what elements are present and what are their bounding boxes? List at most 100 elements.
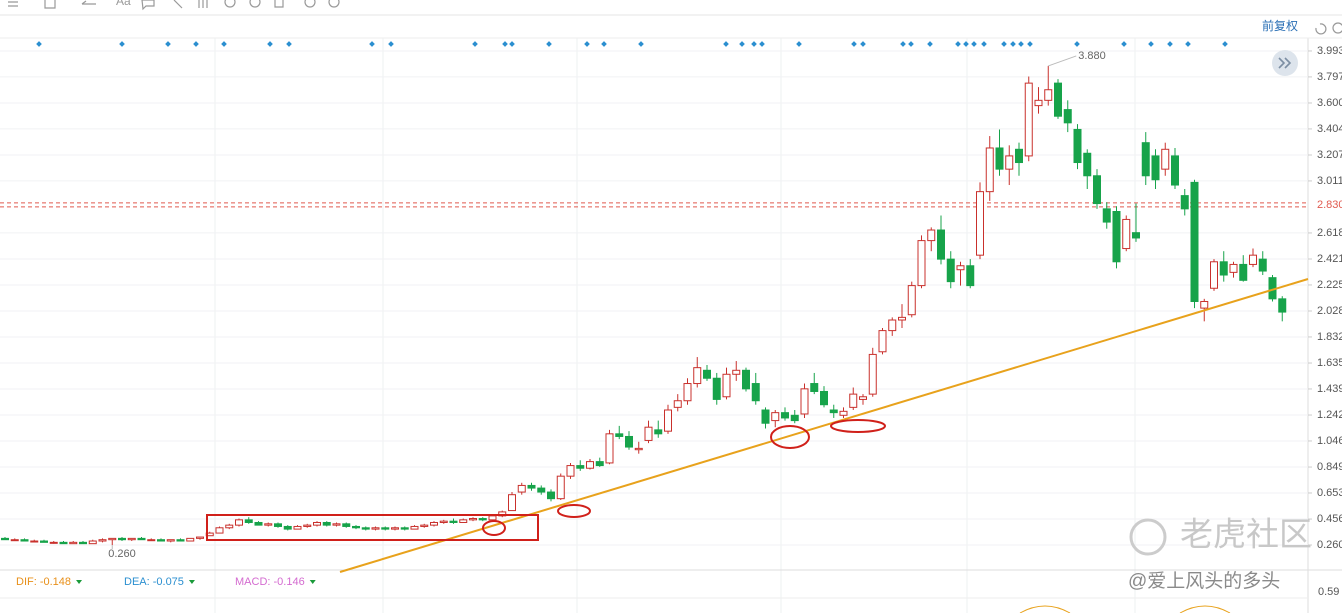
candle-body [69,541,78,545]
candle-body [196,536,204,539]
candle-body [1219,261,1228,276]
candle-body [439,520,448,523]
candle-body [839,410,848,416]
ref-label-bg [1310,196,1342,213]
tool-icon[interactable] [249,0,261,8]
event-marker [963,41,969,47]
tool-label[interactable]: Aa [116,0,131,8]
candle-body [586,461,594,469]
event-marker [1222,41,1228,47]
candle-body [430,521,438,526]
candle-body [517,484,526,493]
candle-body [946,258,955,283]
candle-body [761,409,770,424]
candle-body [293,525,302,530]
candle-body [683,383,692,402]
candle-body [868,353,877,395]
vertical-grid [214,38,1136,613]
candle-body [508,494,516,512]
event-marker [908,41,914,47]
y-tick-label: 1.439 [1317,383,1342,395]
indicator-dropdown[interactable] [309,580,316,584]
tool-icon[interactable] [274,0,284,8]
y-tick-label: 0.456 [1317,513,1342,525]
candle-body [810,383,819,392]
candle-body [722,373,731,398]
candle-body [625,435,633,448]
event-marker [1027,41,1033,47]
candle-body [1093,175,1101,205]
tool-icon[interactable] [328,0,340,8]
candle-body [566,465,575,477]
y-tick-label: 3.011 [1317,175,1342,187]
candle-body [888,319,897,332]
candle-body [907,285,916,316]
candle-body [118,537,126,541]
event-marker [1001,41,1007,47]
tool-icon[interactable] [141,0,155,11]
candle-body [283,525,292,530]
indicator-dropdown[interactable] [76,580,83,584]
candle-body [1005,155,1014,170]
candle-body [829,409,838,414]
adjust-button[interactable]: 前复权 [1262,18,1298,33]
candle-body [1083,152,1092,177]
y-tick-label: 1.046 [1317,435,1342,447]
candle-body [917,240,926,287]
max-pointer [1048,55,1077,67]
candle-body [1034,99,1043,107]
candle-body [1210,261,1218,289]
candle-body [664,409,672,432]
candle-body [605,433,614,464]
watermark-brand: 老虎社区 [1180,516,1312,553]
candle-body [1161,148,1170,170]
candle-body [937,229,945,260]
tool-icon[interactable] [198,0,208,8]
candle-body [400,527,409,530]
event-marker [927,41,933,47]
event-marker [971,41,977,47]
tool-icon[interactable] [81,0,96,5]
tool-icon[interactable] [8,1,18,7]
candle-body [264,523,273,526]
candle-body [147,539,156,542]
candle-body [20,539,29,542]
sub-axis-label: 0.59 [1318,586,1339,598]
candle-body [654,429,663,435]
event-marker [1167,41,1173,47]
tool-icon[interactable] [44,0,56,9]
candle-body [1073,128,1082,164]
candle-body [108,537,117,541]
candle-body [1,537,9,541]
candle-body [332,523,341,526]
candle-body [98,539,107,542]
tool-icon[interactable] [304,0,316,8]
candle-body [88,540,97,545]
candle-body [1171,155,1179,186]
tool-icon[interactable] [1332,22,1342,34]
watermark-logo [1129,518,1167,556]
candle-body [49,541,58,544]
event-marker [860,41,866,47]
tool-icon[interactable] [1315,23,1327,35]
event-marker [723,41,729,47]
ref-label: 2.830 [1317,199,1342,211]
candle-body [59,541,68,545]
candle-body [1229,263,1238,273]
candle-body [995,147,1004,170]
candle-body [1015,148,1023,164]
y-tick-label: 2.618 [1317,227,1342,239]
annotations [206,419,886,541]
tool-icon[interactable] [224,0,236,8]
event-marker [1185,41,1191,47]
candle-body [956,265,965,271]
y-tick-label: 0.849 [1317,461,1342,473]
indicator-dropdown[interactable] [188,580,195,584]
candle-body [1190,181,1199,302]
candle-body [985,147,994,193]
tool-icon[interactable] [173,0,183,9]
candle-body [556,475,565,500]
candle-body [352,525,360,529]
candle-body [1141,142,1150,177]
candle-body [342,523,351,527]
